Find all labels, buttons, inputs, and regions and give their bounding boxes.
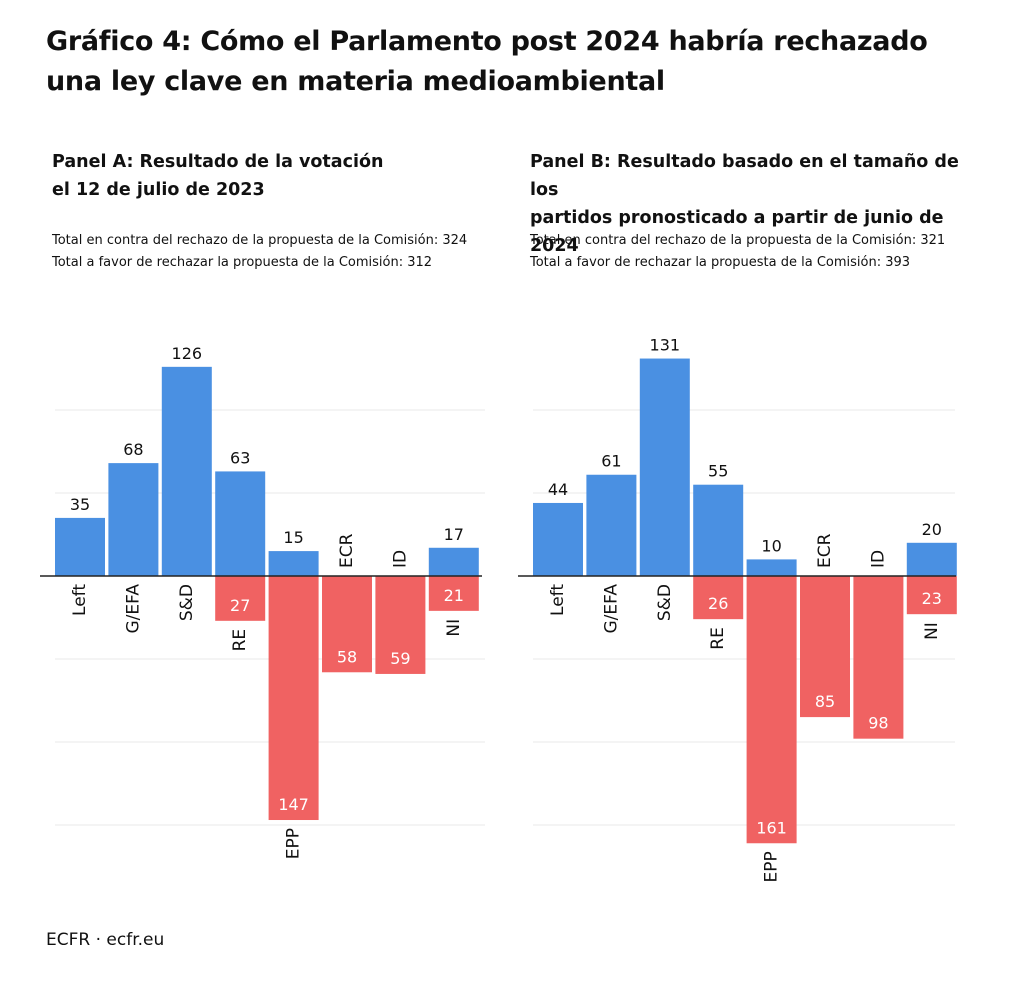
panel-b-bar-favor-6	[853, 576, 904, 739]
panel-b-category-6: ID	[868, 550, 888, 568]
panel-b-label-favor-3: 26	[708, 594, 728, 613]
panel-b-label-against-7: 20	[922, 520, 942, 539]
panel-a-category-4: EPP	[284, 828, 304, 859]
panel-a-bar-favor-7	[428, 576, 479, 611]
panel-b-total-against: Total en contra del rechazo de la propue…	[530, 233, 946, 248]
panel-b-category-5: ECR	[815, 533, 835, 568]
panel-a-bar-against-3	[215, 471, 266, 576]
panel-a-bar-favor-4	[268, 576, 319, 821]
panel-b-bar-favor-5	[800, 576, 850, 718]
panel-a-label-against-2: 126	[172, 344, 203, 363]
panel-b-label-favor-6: 98	[868, 714, 888, 733]
panel-a-category-6: ID	[390, 550, 410, 568]
panel-b-bar-against-0	[533, 502, 583, 576]
panel-b-category-1: G/EFA	[601, 584, 621, 634]
panel-b-label-against-2: 131	[650, 336, 681, 355]
panel-a-category-2: S&D	[177, 584, 197, 621]
panel-a-category-1: G/EFA	[123, 584, 143, 634]
panel-b-label-favor-4: 161	[756, 818, 787, 837]
panel-b-bar-against-3	[693, 484, 744, 576]
panel-b-label-against-1: 61	[601, 452, 621, 471]
panel-b-title-line1: Panel B: Resultado basado en el tamaño d…	[530, 152, 959, 200]
panel-a-label-against-3: 63	[230, 448, 250, 467]
panel-a-totals: Total en contra del rechazo de la propue…	[52, 230, 522, 274]
panel-b-bar-against-2	[639, 358, 690, 576]
panel-b-bar-against-4	[746, 559, 797, 576]
panel-b-category-7: NI	[922, 622, 942, 640]
panel-a-total-favor: Total a favor de rechazar la propuesta d…	[52, 255, 433, 270]
panel-b-label-against-0: 44	[548, 480, 568, 499]
panel-a-chart: 35 Left 68 G/EFA 126 S&D 63 27 RE 15 147 EPP 58 ECR 59…	[40, 344, 485, 859]
panel-b-label-favor-5: 85	[815, 692, 835, 711]
panel-a-category-0: Left	[70, 584, 90, 616]
panel-a-total-against: Total en contra del rechazo de la propue…	[52, 233, 468, 248]
panel-b-total-favor: Total a favor de rechazar la propuesta d…	[530, 255, 911, 270]
panel-a-label-favor-5: 58	[337, 647, 357, 666]
panel-a-label-against-1: 68	[123, 440, 143, 459]
panel-a-label-favor-7: 21	[444, 586, 464, 605]
panel-b-bar-against-7	[906, 542, 957, 576]
panel-b-title-line2: partidos pronosticado a partir de junio …	[530, 208, 944, 256]
panel-b-label-against-4: 10	[761, 536, 781, 555]
panel-b-bar-favor-4	[746, 576, 797, 844]
panel-a-bar-favor-6	[375, 576, 426, 674]
panel-a-label-favor-4: 147	[278, 795, 309, 814]
panel-a-label-favor-3: 27	[230, 596, 250, 615]
panel-a-bar-against-1	[108, 463, 159, 576]
panel-a-bar-against-4	[268, 551, 319, 576]
panel-b-bar-favor-7	[906, 576, 957, 615]
chart-title: Gráfico 4: Cómo el Parlamento post 2024 …	[46, 22, 1006, 102]
panel-b-category-3: RE	[708, 627, 728, 650]
panel-b-title: Panel B: Resultado basado en el tamaño d…	[530, 148, 990, 260]
source-footer: ECFR · ecfr.eu	[46, 930, 165, 950]
panel-a-label-favor-6: 59	[390, 649, 410, 668]
panel-a-category-5: ECR	[337, 533, 357, 568]
chart-title-line1: Gráfico 4: Cómo el Parlamento post 2024 …	[46, 26, 928, 57]
panel-a-category-3: RE	[230, 629, 250, 652]
panel-a-bar-against-0	[55, 517, 105, 576]
panel-b-category-2: S&D	[655, 584, 675, 621]
panel-b-bar-favor-3	[693, 576, 744, 620]
panel-b-label-against-3: 55	[708, 462, 728, 481]
panel-b-category-0: Left	[548, 584, 568, 616]
panel-a-category-7: NI	[444, 619, 464, 637]
panel-b-category-4: EPP	[762, 851, 782, 882]
panel-a-label-against-4: 15	[283, 528, 303, 547]
panel-a-bar-favor-3	[215, 576, 266, 621]
panel-b-label-favor-7: 23	[922, 589, 942, 608]
panel-a-title: Panel A: Resultado de la votación el 12 …	[52, 148, 512, 204]
chart-title-line2: una ley clave en materia medioambiental	[46, 66, 665, 97]
panel-b-chart: 44 Left 61 G/EFA 131 S&D 55 26 RE 10 161 EPP 85 ECR 98…	[518, 336, 957, 883]
panel-a-label-against-7: 17	[444, 525, 464, 544]
panel-a-title-line2: el 12 de julio de 2023	[52, 180, 265, 200]
panel-a-title-line1: Panel A: Resultado de la votación	[52, 152, 384, 172]
panel-b-bar-against-1	[586, 474, 637, 576]
panel-a-bar-against-2	[161, 366, 212, 576]
panel-a-bar-against-7	[428, 547, 479, 576]
panel-a-label-against-0: 35	[70, 495, 90, 514]
panel-a-bar-favor-5	[322, 576, 372, 673]
panel-b-totals: Total en contra del rechazo de la propue…	[530, 230, 1000, 274]
